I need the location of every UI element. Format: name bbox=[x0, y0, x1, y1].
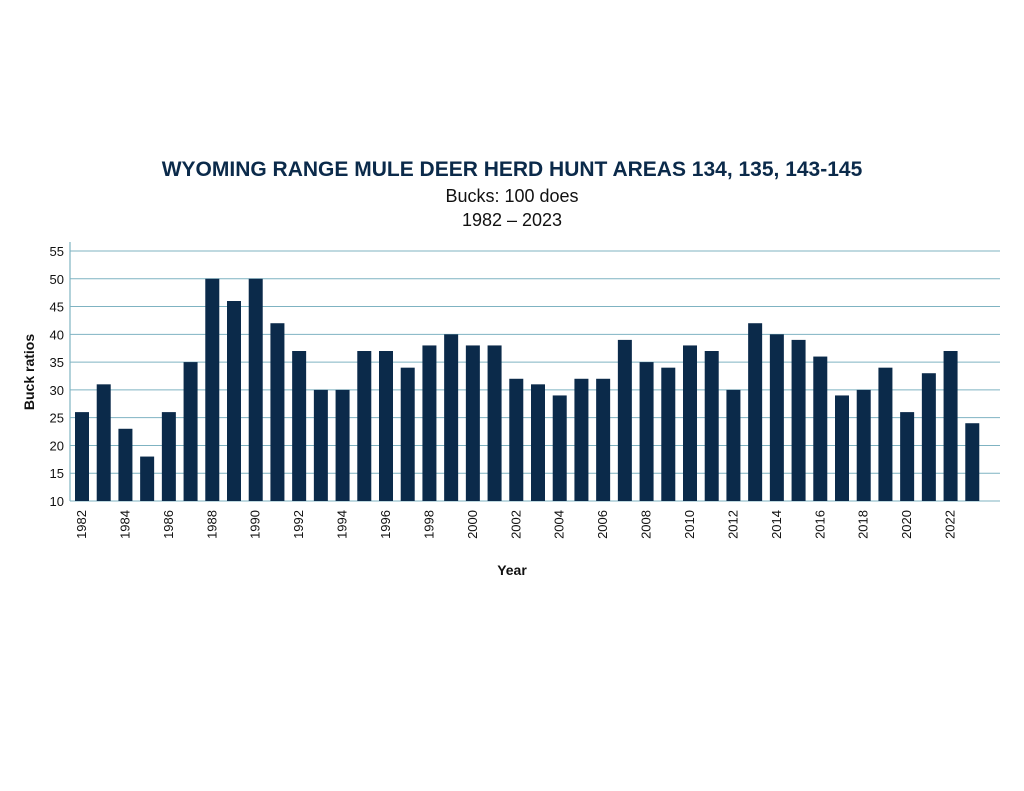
y-tick-label: 25 bbox=[50, 411, 64, 426]
x-tick-label: 2010 bbox=[682, 510, 697, 539]
bar-1987 bbox=[183, 362, 198, 501]
y-tick-label: 30 bbox=[50, 383, 64, 398]
bar-2001 bbox=[487, 345, 502, 501]
bar-1984 bbox=[118, 428, 133, 501]
x-tick-label: 1986 bbox=[161, 510, 176, 539]
bar-1983 bbox=[96, 384, 111, 501]
bar-1996 bbox=[379, 351, 393, 501]
chart-subtitle-years: 1982 – 2023 bbox=[462, 210, 562, 230]
bar-1986 bbox=[161, 412, 176, 501]
x-tick-label: 2004 bbox=[552, 510, 567, 539]
y-tick-label: 55 bbox=[50, 244, 64, 259]
x-tick-label: 2014 bbox=[769, 510, 784, 539]
bar-1994 bbox=[335, 389, 350, 501]
bar-1998 bbox=[422, 345, 437, 501]
x-tick-label: 1996 bbox=[378, 510, 393, 539]
chart-subtitle: Bucks: 100 does bbox=[445, 186, 578, 206]
bar-2006 bbox=[596, 378, 611, 501]
bar-2002 bbox=[509, 378, 524, 501]
x-tick-label: 2018 bbox=[856, 510, 871, 539]
y-axis-ticks: 10 15 20 25 30 35 40 45 50 55 bbox=[50, 244, 64, 509]
bar-1989 bbox=[227, 301, 241, 501]
x-tick-label: 2002 bbox=[508, 510, 523, 539]
x-tick-label: 1994 bbox=[335, 510, 350, 539]
x-tick-label: 1984 bbox=[117, 510, 132, 539]
bar-2005 bbox=[574, 378, 589, 501]
y-tick-label: 15 bbox=[50, 466, 64, 481]
x-tick-label: 2022 bbox=[943, 510, 958, 539]
bar-2003 bbox=[531, 384, 545, 501]
bar-2013 bbox=[748, 323, 763, 501]
bar-1982 bbox=[75, 412, 89, 501]
x-tick-label: 2008 bbox=[639, 510, 654, 539]
bar-2018 bbox=[856, 389, 871, 501]
bars bbox=[75, 278, 980, 501]
bar-2008 bbox=[639, 362, 654, 501]
y-tick-label: 45 bbox=[50, 300, 64, 315]
bar-2021 bbox=[921, 373, 936, 501]
bar-1992 bbox=[292, 351, 307, 501]
bar-2009 bbox=[661, 367, 676, 501]
x-tick-label: 2016 bbox=[812, 510, 827, 539]
bar-2010 bbox=[683, 345, 697, 501]
y-tick-label: 20 bbox=[50, 438, 64, 453]
x-tick-label: 1992 bbox=[291, 510, 306, 539]
bar-2011 bbox=[704, 351, 719, 501]
bar-1999 bbox=[444, 334, 459, 501]
bar-1993 bbox=[313, 389, 328, 501]
bar-2015 bbox=[791, 339, 806, 501]
x-tick-label: 2000 bbox=[465, 510, 480, 539]
bar-1995 bbox=[357, 351, 372, 501]
y-tick-label: 35 bbox=[50, 355, 64, 370]
x-axis-label: Year bbox=[497, 562, 527, 578]
bar-2022 bbox=[943, 351, 958, 501]
bar-2004 bbox=[552, 395, 567, 501]
x-axis-ticks: 1982 1984 1986 1988 1990 1992 1994 1996 1998 2000… bbox=[74, 510, 958, 539]
y-tick-label: 10 bbox=[50, 494, 64, 509]
x-tick-label: 1988 bbox=[204, 510, 219, 539]
bar-1990 bbox=[248, 278, 263, 501]
bar-1988 bbox=[205, 278, 220, 501]
bar-1985 bbox=[140, 456, 155, 501]
bar-2017 bbox=[835, 395, 849, 501]
chart-title: WYOMING RANGE MULE DEER HERD HUNT AREAS … bbox=[162, 158, 863, 181]
bar-2014 bbox=[769, 334, 784, 501]
x-tick-label: 2012 bbox=[725, 510, 740, 539]
y-axis-label: Buck ratios bbox=[21, 334, 37, 410]
bar-2000 bbox=[465, 345, 480, 501]
bar-2007 bbox=[617, 339, 632, 501]
y-tick-label: 40 bbox=[50, 327, 64, 342]
bar-2016 bbox=[813, 356, 828, 501]
x-tick-label: 1982 bbox=[74, 510, 89, 539]
x-tick-label: 2006 bbox=[595, 510, 610, 539]
bar-2019 bbox=[878, 367, 893, 501]
bar-1997 bbox=[400, 367, 415, 501]
x-tick-label: 1998 bbox=[421, 510, 436, 539]
bar-1991 bbox=[270, 323, 285, 501]
y-tick-label: 50 bbox=[50, 272, 64, 287]
bar-2012 bbox=[726, 389, 741, 501]
x-tick-label: 1990 bbox=[248, 510, 263, 539]
bar-2020 bbox=[900, 412, 915, 501]
x-tick-label: 2020 bbox=[899, 510, 914, 539]
bar-2023 bbox=[965, 423, 980, 501]
